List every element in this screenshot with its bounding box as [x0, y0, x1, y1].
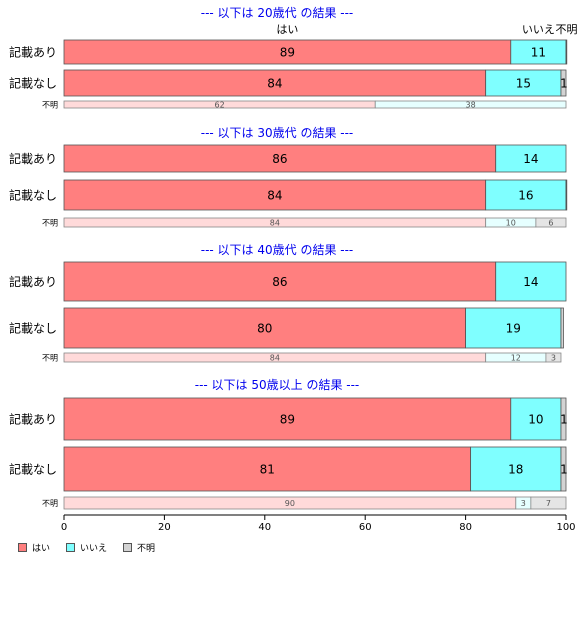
- header-unknown: 不明: [556, 23, 578, 36]
- data-label: 14: [523, 152, 538, 166]
- bar-segment-unknown: [565, 179, 568, 211]
- data-label: 89: [280, 413, 295, 427]
- x-tick-label: 100: [556, 522, 575, 533]
- row-label: 記載なし: [9, 462, 57, 477]
- bar-segment-no: [495, 144, 567, 173]
- data-label: 84: [267, 77, 282, 91]
- bar-segment-no: [495, 261, 567, 302]
- x-tick-label: 20: [158, 522, 171, 533]
- bar-segment-unknown: [535, 217, 567, 228]
- data-label: 19: [506, 322, 521, 336]
- bar-segment-no: [465, 307, 562, 349]
- row-label: 不明: [42, 219, 58, 228]
- data-label: 11: [531, 46, 546, 60]
- x-tick-label: 60: [359, 522, 372, 533]
- legend-swatch-no: [66, 543, 76, 552]
- data-label: 62: [215, 101, 225, 110]
- row-label: 不明: [42, 499, 58, 508]
- data-label: 84: [270, 219, 280, 228]
- data-label: 89: [280, 46, 295, 60]
- legend-label-no: いいえ: [80, 544, 108, 554]
- bar-segment-no: [510, 397, 562, 441]
- bar-segment-unknown: [560, 69, 567, 97]
- group-title: --- 以下は 50歳以上 の結果 ---: [195, 378, 360, 392]
- x-tick-label: 80: [459, 522, 472, 533]
- data-label: 80: [257, 322, 272, 336]
- data-label: 84: [270, 354, 280, 363]
- group-title: --- 以下は 20歳代 の結果 ---: [201, 6, 354, 20]
- data-label: 12: [511, 354, 521, 363]
- chart-legend: はい いいえ 不明: [18, 541, 155, 554]
- data-label: 86: [272, 275, 287, 289]
- bar-segment-yes: [63, 307, 467, 349]
- bar-segment-unknown: [565, 39, 568, 65]
- data-label: 3: [521, 499, 526, 508]
- bar-segment-no: [374, 100, 567, 109]
- data-label: 1: [560, 463, 568, 477]
- legend-item-no: いいえ: [66, 541, 107, 554]
- bar-segment-no: [485, 179, 567, 211]
- header-yes: はい: [276, 23, 298, 36]
- data-label: 81: [260, 463, 275, 477]
- data-label: 15: [516, 77, 531, 91]
- data-label: 84: [267, 189, 282, 203]
- row-label: 不明: [42, 101, 58, 110]
- bar-segment-yes: [63, 69, 487, 97]
- x-tick-label: 0: [61, 522, 67, 533]
- data-label: 1: [560, 77, 568, 91]
- row-label: 記載あり: [9, 45, 57, 60]
- data-label: 38: [466, 101, 476, 110]
- row-label: 記載なし: [9, 321, 57, 336]
- bar-segment-yes: [63, 261, 497, 302]
- data-label: 14: [523, 275, 538, 289]
- data-label: 3: [551, 354, 556, 363]
- header-no: いいえ: [522, 23, 555, 36]
- data-label: 10: [528, 413, 543, 427]
- x-tick-label: 40: [258, 522, 271, 533]
- bar-segment-unknown: [560, 446, 567, 492]
- row-label: 不明: [42, 354, 58, 363]
- data-label: 16: [518, 189, 533, 203]
- bar-segment-unknown: [530, 496, 567, 510]
- data-label: 10: [506, 219, 516, 228]
- row-label: 記載なし: [9, 188, 57, 203]
- group-title: --- 以下は 30歳代 の結果 ---: [201, 126, 354, 140]
- data-label: 6: [548, 219, 553, 228]
- data-label: 86: [272, 152, 287, 166]
- row-label: 記載あり: [9, 274, 57, 289]
- bar-segment-yes: [63, 397, 512, 441]
- bar-segment-no: [485, 69, 562, 97]
- legend-swatch-yes: [18, 543, 27, 552]
- data-label: 1: [560, 413, 568, 427]
- data-label: 18: [508, 463, 523, 477]
- bar-segment-no: [470, 446, 562, 492]
- legend-swatch-unknown: [123, 543, 133, 552]
- bar-segment-no: [510, 39, 567, 65]
- group-title: --- 以下は 40歳代 の結果 ---: [201, 243, 354, 257]
- bar-segment-unknown: [560, 397, 567, 441]
- legend-label-unknown: 不明: [137, 544, 156, 554]
- data-label: 7: [546, 499, 551, 508]
- legend-label-yes: はい: [32, 544, 51, 554]
- bar-segment-unknown: [560, 307, 564, 349]
- row-label: 記載あり: [9, 151, 57, 166]
- row-label: 記載あり: [9, 412, 57, 427]
- data-label: 90: [285, 499, 295, 508]
- bar-segment-unknown: [545, 352, 562, 363]
- bar-segment-yes: [63, 179, 487, 211]
- legend-item-yes: はい: [18, 541, 50, 554]
- bar-segment-yes: [63, 39, 512, 65]
- bar-segment-yes: [63, 144, 497, 173]
- legend-item-unknown: 不明: [123, 541, 155, 554]
- row-label: 記載なし: [9, 76, 57, 91]
